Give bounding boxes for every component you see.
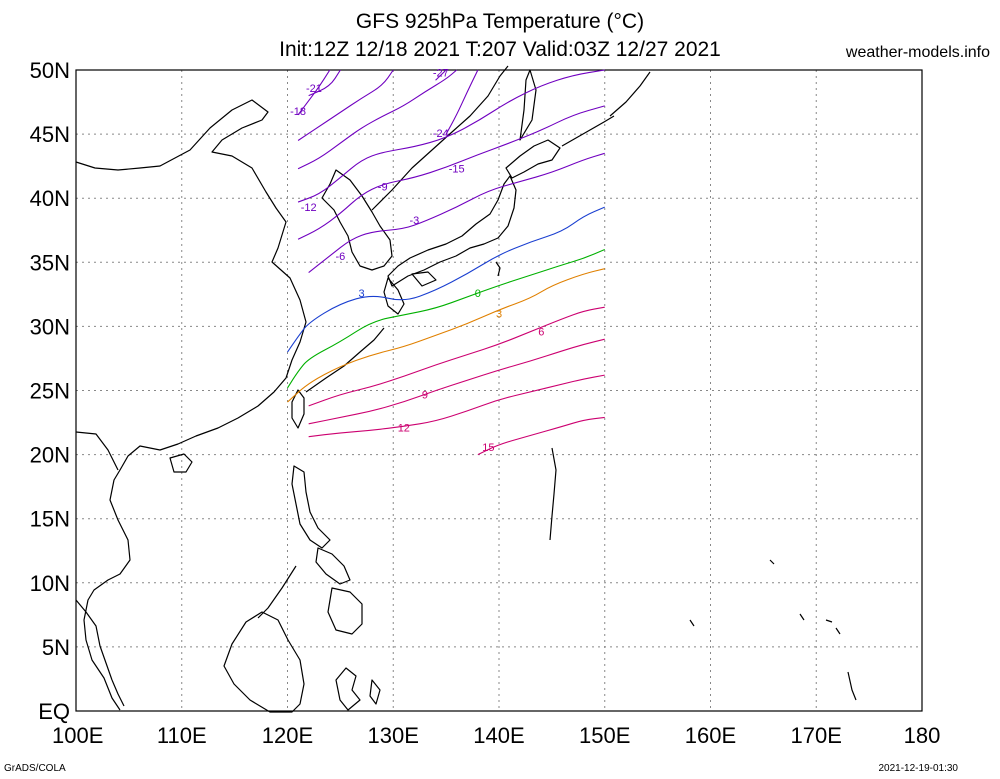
coastline-visayas bbox=[315, 547, 351, 585]
coastline-asia-mainland bbox=[75, 99, 307, 711]
site-credit: weather-models.info bbox=[845, 44, 990, 61]
contour-label: 0 bbox=[475, 288, 481, 300]
coastline-kurils bbox=[561, 115, 615, 147]
contour-line bbox=[308, 306, 605, 407]
coastline-russia-fareast bbox=[371, 65, 509, 211]
contour-label: -6 bbox=[335, 251, 345, 263]
generated-timestamp: 2021-12-19-01:30 bbox=[878, 763, 958, 774]
lon-tick-label: 120E bbox=[262, 723, 313, 748]
contour-label: -27 bbox=[433, 68, 449, 80]
coastline-mariana-islands bbox=[549, 447, 557, 541]
coastline-honshu bbox=[387, 175, 517, 287]
latitude-labels: EQ 5N 10N 15N 20N 25N 30N 35N 40N 45N 50N bbox=[30, 58, 70, 724]
coastline-mindanao bbox=[327, 587, 363, 635]
contour-line bbox=[435, 69, 447, 81]
lat-tick-label: 30N bbox=[30, 314, 70, 339]
coastline-micronesia bbox=[689, 559, 857, 701]
lat-tick-label: 20N bbox=[30, 443, 70, 468]
lat-tick-label: 50N bbox=[30, 58, 70, 83]
contour-label: -3 bbox=[410, 215, 420, 227]
contour-line bbox=[445, 69, 479, 135]
coastline-hokkaido bbox=[505, 139, 561, 179]
lat-tick-label: 35N bbox=[30, 250, 70, 275]
coastline-halmahera bbox=[369, 679, 381, 705]
coastline-sakhalin bbox=[519, 69, 537, 141]
contour-label: 9 bbox=[422, 389, 428, 401]
contour-label: -12 bbox=[301, 202, 317, 214]
lon-tick-label: 160E bbox=[685, 723, 736, 748]
lat-tick-label: 10N bbox=[30, 571, 70, 596]
coastline-ryukyu bbox=[305, 327, 385, 393]
coastlines bbox=[75, 65, 857, 713]
contour-label: 15 bbox=[482, 442, 494, 454]
contour-label: -9 bbox=[378, 182, 388, 194]
map-title: GFS 925hPa Temperature (°C) bbox=[355, 10, 645, 33]
lat-tick-label: 5N bbox=[42, 635, 70, 660]
contour-line bbox=[287, 206, 605, 353]
coastline-ogasawara bbox=[495, 261, 501, 277]
map-subtitle: Init:12Z 12/18 2021 T:207 Valid:03Z 12/2… bbox=[279, 38, 721, 61]
lon-tick-label: 100E bbox=[52, 723, 103, 748]
coastline-taiwan bbox=[291, 389, 305, 429]
contour-line bbox=[308, 152, 605, 273]
contour-label: -15 bbox=[449, 164, 465, 176]
contour-line bbox=[308, 69, 341, 97]
coastline-palawan bbox=[257, 565, 297, 619]
lon-tick-label: 140E bbox=[473, 723, 524, 748]
lat-tick-label: 25N bbox=[30, 379, 70, 404]
lat-tick-label: 15N bbox=[30, 507, 70, 532]
software-credit: GrADS/COLA bbox=[4, 763, 66, 774]
contour-labels: 3 0 3 6 9 12 15 -3 -6 -9 -12 -15 -18-21 -24 -27 bbox=[290, 68, 544, 454]
coastline-indochina-west bbox=[75, 431, 119, 471]
coastline-kamchatka bbox=[609, 71, 651, 117]
contour-line bbox=[297, 69, 394, 141]
contour-line bbox=[297, 105, 605, 240]
lon-tick-label: 180 bbox=[904, 723, 941, 748]
lon-tick-label: 150E bbox=[579, 723, 630, 748]
contour-label: -24 bbox=[433, 128, 449, 140]
contour-label: -18 bbox=[290, 106, 306, 118]
contour-line bbox=[297, 69, 331, 116]
coastline-thailand-gulf bbox=[75, 599, 113, 681]
lat-tick-label: 40N bbox=[30, 186, 70, 211]
graticule bbox=[76, 70, 922, 711]
contour-line bbox=[308, 374, 605, 438]
plot-frame bbox=[75, 69, 923, 712]
contour-label: 3 bbox=[496, 309, 502, 321]
coastline-malay-peninsula bbox=[111, 679, 125, 707]
contour-line bbox=[297, 69, 605, 203]
contour-label: 12 bbox=[398, 423, 410, 435]
contour-line bbox=[287, 268, 605, 403]
coastline-sulawesi bbox=[335, 667, 361, 711]
coastline-luzon bbox=[291, 465, 331, 549]
coastline-kyushu bbox=[383, 277, 405, 315]
lon-tick-label: 170E bbox=[791, 723, 842, 748]
coastline-hainan bbox=[169, 453, 193, 473]
lat-tick-label: 45N bbox=[30, 122, 70, 147]
longitude-labels: 100E 110E 120E 130E 140E 150E 160E 170E 180 bbox=[52, 723, 940, 748]
temperature-contours bbox=[287, 69, 605, 456]
contour-line bbox=[477, 416, 605, 456]
contour-line bbox=[297, 69, 458, 170]
lon-tick-label: 110E bbox=[157, 723, 207, 748]
lon-tick-label: 130E bbox=[368, 723, 419, 748]
contour-line bbox=[287, 248, 605, 389]
coastline-korea bbox=[321, 169, 393, 271]
contour-label: -21 bbox=[306, 83, 322, 95]
lat-tick-label: EQ bbox=[38, 699, 70, 724]
contour-label: 3 bbox=[358, 288, 364, 300]
coastline-shikoku bbox=[411, 271, 437, 287]
contour-label: 6 bbox=[538, 327, 544, 339]
contour-line bbox=[308, 338, 605, 425]
coastline-borneo bbox=[223, 611, 305, 713]
